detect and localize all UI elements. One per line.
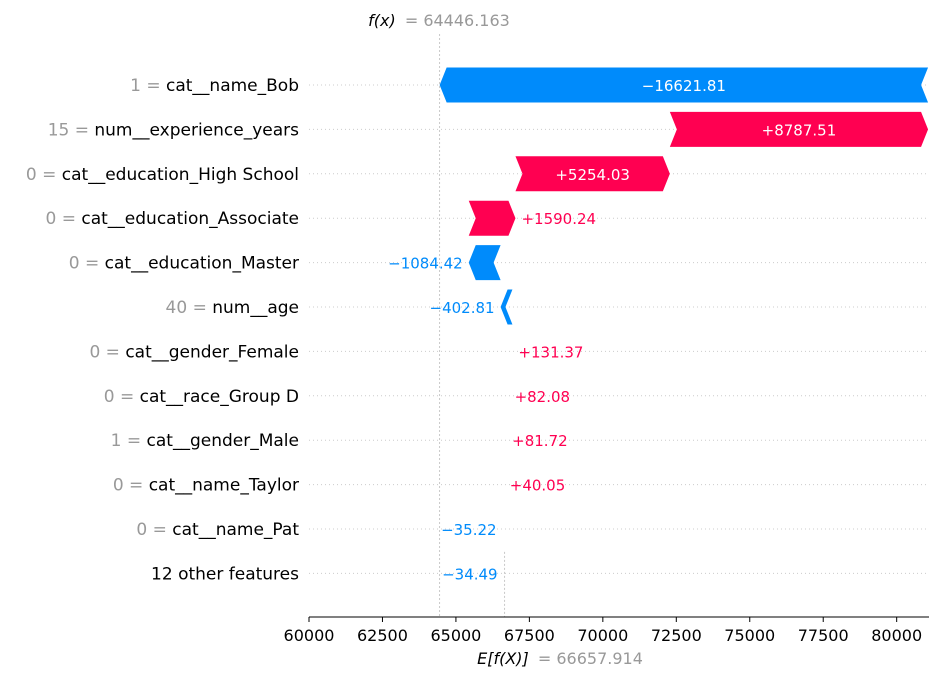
- feature-value: 0 =: [69, 254, 105, 274]
- contribution-label: +40.05: [510, 477, 566, 495]
- contribution-bar: [515, 156, 670, 192]
- feature-label: 1 = cat__gender_Male: [111, 431, 299, 451]
- feature-value: 0 =: [89, 342, 125, 362]
- feature-label: 0 = cat__name_Taylor: [113, 476, 299, 496]
- contribution-label: −16621.81: [642, 77, 726, 95]
- x-axis: 60000 62500 65000 67500 70000 72500 75000 77500…: [284, 616, 929, 645]
- contribution-label: +131.37: [518, 343, 583, 361]
- contribution-label: −1084.42: [388, 255, 463, 273]
- feature-label: 0 = cat__name_Pat: [136, 520, 299, 540]
- x-tick-label: 72500: [651, 626, 702, 645]
- contribution-bar: [669, 111, 929, 147]
- feature-name: cat__gender_Male: [147, 431, 299, 451]
- fx-value: = 64446.163: [405, 11, 510, 30]
- contribution-label: +8787.51: [762, 121, 837, 139]
- fx-annotation: f(x) = 64446.163: [368, 11, 510, 30]
- contribution-label: +81.72: [512, 432, 568, 450]
- contribution-label: +1590.24: [521, 210, 596, 228]
- feature-value: 0 =: [26, 165, 62, 185]
- fx-label: f(x): [368, 11, 396, 30]
- feature-label: 15 = num__experience_years: [48, 120, 299, 140]
- feature-name: num__experience_years: [94, 120, 299, 140]
- feature-name: cat__education_Master: [105, 254, 299, 274]
- x-tick-label: 77500: [798, 626, 849, 645]
- feature-value: 1 =: [130, 76, 166, 96]
- feature-name: cat__name_Pat: [172, 520, 299, 540]
- x-tick-label: 60000: [284, 626, 335, 645]
- feature-name: cat__name_Taylor: [149, 476, 299, 496]
- reference-lines: [439, 34, 506, 617]
- feature-value: 0 =: [113, 476, 149, 496]
- ex-annotation: E[f(X)] = 66657.914: [477, 649, 643, 668]
- feature-value: 1 =: [111, 431, 147, 451]
- feature-label: 0 = cat__gender_Female: [89, 342, 299, 362]
- contribution-bar: [500, 289, 513, 325]
- feature-value: 0 =: [104, 387, 140, 407]
- feature-label: 0 = cat__race_Group D: [104, 387, 299, 407]
- ex-value: = 66657.914: [538, 649, 643, 668]
- contribution-label: −402.81: [430, 299, 495, 317]
- contribution-bar: [468, 245, 501, 281]
- feature-value: 40 =: [166, 298, 213, 318]
- contribution-bar: [468, 200, 516, 236]
- contribution-label: +5254.03: [555, 166, 630, 184]
- feature-value: 15 =: [48, 120, 95, 140]
- feature-label: 1 = cat__name_Bob: [130, 76, 299, 96]
- x-tick-label: 70000: [577, 626, 628, 645]
- contribution-label: +82.08: [515, 388, 571, 406]
- x-tick-label: 65000: [430, 626, 481, 645]
- contribution-bar: [439, 67, 929, 103]
- feature-label: 0 = cat__education_Associate: [45, 209, 299, 229]
- contribution-bars: −16621.81 +8787.51 +5254.03 +1590.24 −1084.4…: [388, 67, 929, 591]
- feature-name: cat__race_Group D: [140, 387, 299, 407]
- feature-label: 12 other features: [151, 564, 299, 584]
- contribution-bar: [502, 511, 504, 547]
- feature-name: num__age: [212, 298, 299, 318]
- feature-name: cat__gender_Female: [125, 342, 299, 362]
- ex-label: E[f(X)]: [477, 649, 529, 668]
- contribution-bar: [502, 467, 504, 503]
- feature-name: cat__name_Bob: [166, 76, 299, 96]
- contribution-bar: [506, 378, 509, 414]
- contribution-label: −34.49: [442, 565, 498, 583]
- feature-label: 0 = cat__education_High School: [26, 165, 299, 185]
- feature-value: 0 =: [136, 520, 172, 540]
- x-tick-label: 67500: [504, 626, 555, 645]
- feature-name: cat__education_High School: [62, 165, 299, 185]
- x-tick-label: 80000: [871, 626, 922, 645]
- feature-label: 40 = num__age: [166, 298, 299, 318]
- feature-label: 0 = cat__education_Master: [69, 254, 299, 274]
- feature-name: 12 other features: [151, 564, 299, 584]
- x-tick-label: 75000: [724, 626, 775, 645]
- feature-value: 0 =: [45, 209, 81, 229]
- contribution-label: −35.22: [441, 521, 497, 539]
- feature-name: cat__education_Associate: [81, 209, 299, 229]
- feature-labels: 1 = cat__name_Bob 15 = num__experience_ye…: [26, 76, 299, 584]
- x-tick-label: 62500: [357, 626, 408, 645]
